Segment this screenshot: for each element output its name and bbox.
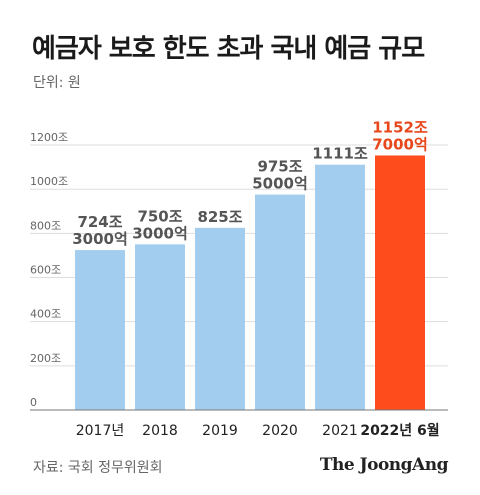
source-note: 자료: 국회 정무위원회 bbox=[33, 460, 163, 476]
x-tick-label: 2021 bbox=[322, 423, 358, 439]
data-label: 7000억 bbox=[372, 135, 428, 153]
y-tick-label: 0 bbox=[30, 396, 37, 409]
chart-title: 예금자 보호 한도 초과 국내 예금 규모 bbox=[32, 34, 425, 64]
data-label: 724조 bbox=[77, 213, 122, 231]
data-label: 1152조 bbox=[372, 118, 428, 136]
bar bbox=[135, 244, 185, 410]
y-tick-label: 600조 bbox=[30, 264, 61, 277]
bar bbox=[75, 250, 125, 410]
y-tick-label: 800조 bbox=[30, 219, 61, 232]
bar bbox=[315, 164, 365, 410]
bar bbox=[255, 194, 305, 410]
data-label: 975조 bbox=[257, 158, 302, 176]
y-tick-label: 1200조 bbox=[30, 131, 68, 144]
bar bbox=[195, 227, 245, 410]
y-tick-label: 400조 bbox=[30, 308, 61, 321]
publisher-logo: The JoongAng bbox=[319, 455, 449, 475]
data-label: 3000억 bbox=[132, 224, 188, 242]
x-tick-label: 2019 bbox=[202, 423, 238, 439]
bar-highlight bbox=[375, 155, 425, 410]
x-tick-label: 2022년 6월 bbox=[360, 422, 439, 439]
data-label: 750조 bbox=[137, 207, 182, 225]
data-label: 825조 bbox=[197, 208, 242, 226]
unit-label: 단위: 원 bbox=[33, 75, 81, 91]
data-label: 1111조 bbox=[312, 145, 368, 163]
x-tick-label: 2020 bbox=[262, 423, 298, 439]
y-tick-label: 200조 bbox=[30, 352, 61, 365]
y-tick-label: 1000조 bbox=[30, 175, 68, 188]
data-label: 3000억 bbox=[72, 230, 128, 248]
x-tick-label: 2018 bbox=[142, 423, 178, 439]
data-label: 5000억 bbox=[252, 175, 308, 193]
x-tick-label: 2017년 bbox=[76, 423, 125, 439]
